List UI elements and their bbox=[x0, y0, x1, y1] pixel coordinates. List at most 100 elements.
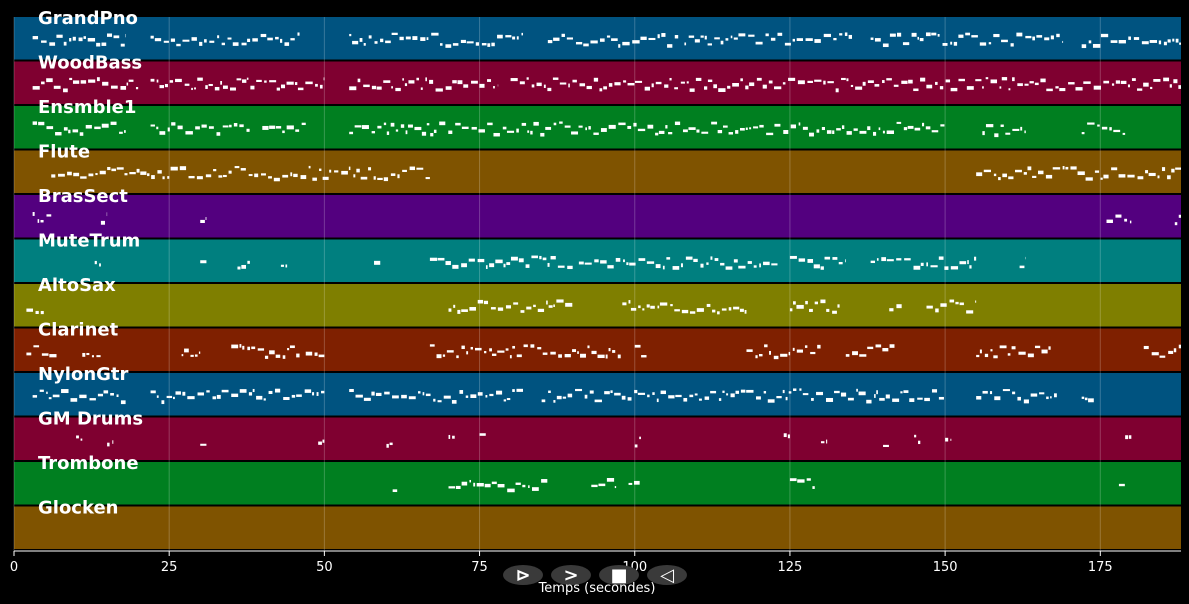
note-mark bbox=[164, 83, 168, 88]
note-mark bbox=[32, 86, 40, 90]
note-mark bbox=[940, 124, 945, 127]
track-label: Glocken bbox=[38, 498, 119, 519]
note-mark bbox=[319, 168, 322, 172]
note-mark bbox=[1056, 33, 1060, 38]
note-mark bbox=[1100, 177, 1103, 180]
note-mark bbox=[471, 126, 477, 130]
note-mark bbox=[721, 308, 727, 311]
note-mark bbox=[1017, 83, 1023, 87]
note-segment bbox=[392, 489, 398, 493]
note-mark bbox=[896, 258, 902, 261]
note-mark bbox=[209, 40, 215, 43]
note-mark bbox=[759, 263, 761, 268]
note-mark bbox=[769, 350, 771, 355]
note-segment bbox=[628, 480, 640, 485]
note-mark bbox=[206, 390, 210, 393]
note-mark bbox=[950, 41, 953, 45]
note-mark bbox=[1128, 36, 1131, 40]
note-mark bbox=[622, 302, 627, 306]
note-mark bbox=[882, 43, 889, 48]
note-mark bbox=[222, 85, 228, 89]
track-label: Ensmble1 bbox=[38, 97, 136, 118]
note-mark bbox=[1040, 78, 1046, 83]
note-mark bbox=[40, 219, 44, 223]
note-mark bbox=[1020, 126, 1023, 131]
note-mark bbox=[610, 390, 613, 394]
note-mark bbox=[1153, 79, 1161, 82]
back-button-bg[interactable] bbox=[647, 565, 687, 585]
note-mark bbox=[903, 127, 908, 131]
note-mark bbox=[200, 219, 205, 224]
forward-button-bg[interactable] bbox=[551, 565, 591, 585]
note-mark bbox=[1118, 39, 1126, 44]
note-mark bbox=[466, 41, 474, 44]
note-mark bbox=[798, 122, 801, 126]
note-mark bbox=[416, 77, 420, 81]
note-mark bbox=[789, 308, 793, 312]
note-mark bbox=[1171, 168, 1175, 173]
note-mark bbox=[150, 124, 155, 127]
note-mark bbox=[665, 125, 668, 129]
play-button-bg[interactable] bbox=[503, 565, 543, 585]
note-mark bbox=[597, 354, 605, 359]
note-mark bbox=[421, 131, 427, 136]
note-mark bbox=[156, 126, 159, 130]
note-mark bbox=[874, 38, 881, 42]
note-mark bbox=[826, 308, 830, 312]
note-mark bbox=[637, 128, 646, 132]
track-band bbox=[14, 328, 1181, 371]
note-mark bbox=[1017, 396, 1021, 401]
note-mark bbox=[1032, 36, 1035, 41]
note-mark bbox=[94, 126, 101, 130]
note-mark bbox=[541, 479, 548, 483]
note-mark bbox=[632, 40, 640, 44]
note-mark bbox=[241, 264, 247, 269]
note-mark bbox=[97, 393, 104, 397]
note-mark bbox=[553, 400, 556, 403]
note-mark bbox=[487, 79, 492, 82]
note-mark bbox=[785, 396, 788, 401]
note-mark bbox=[195, 126, 200, 130]
note-mark bbox=[1137, 176, 1144, 180]
note-mark bbox=[651, 83, 654, 88]
note-segment bbox=[82, 352, 101, 358]
note-mark bbox=[448, 130, 453, 134]
note-mark bbox=[505, 348, 509, 351]
stop-button-bg[interactable] bbox=[599, 565, 639, 585]
note-mark bbox=[704, 396, 710, 400]
note-mark bbox=[1143, 345, 1149, 350]
note-mark bbox=[296, 353, 300, 358]
note-mark bbox=[805, 300, 808, 305]
note-mark bbox=[363, 397, 371, 401]
note-mark bbox=[590, 40, 598, 44]
note-mark bbox=[701, 131, 709, 134]
stop-button[interactable]: ■ bbox=[599, 565, 639, 586]
note-mark bbox=[528, 485, 530, 489]
note-segment bbox=[76, 435, 83, 441]
note-mark bbox=[689, 394, 694, 398]
note-mark bbox=[200, 443, 207, 446]
note-mark bbox=[402, 169, 407, 173]
note-mark bbox=[527, 130, 530, 133]
note-mark bbox=[688, 35, 695, 38]
back-button[interactable]: ◁ bbox=[647, 565, 687, 586]
forward-button[interactable]: > bbox=[551, 565, 591, 586]
note-mark bbox=[958, 34, 964, 38]
note-mark bbox=[89, 398, 96, 401]
note-mark bbox=[400, 124, 405, 128]
note-segment bbox=[547, 33, 679, 48]
note-mark bbox=[431, 32, 439, 36]
play-button[interactable]: ⊳ bbox=[503, 565, 543, 586]
note-mark bbox=[789, 255, 797, 259]
note-mark bbox=[477, 258, 485, 263]
note-mark bbox=[718, 398, 722, 401]
note-mark bbox=[1167, 175, 1171, 180]
note-mark bbox=[312, 177, 317, 181]
note-mark bbox=[251, 346, 256, 350]
note-mark bbox=[478, 129, 485, 133]
note-mark bbox=[231, 344, 239, 349]
note-mark bbox=[935, 81, 938, 85]
note-mark bbox=[433, 398, 436, 402]
note-mark bbox=[308, 165, 311, 169]
note-mark bbox=[305, 81, 313, 85]
